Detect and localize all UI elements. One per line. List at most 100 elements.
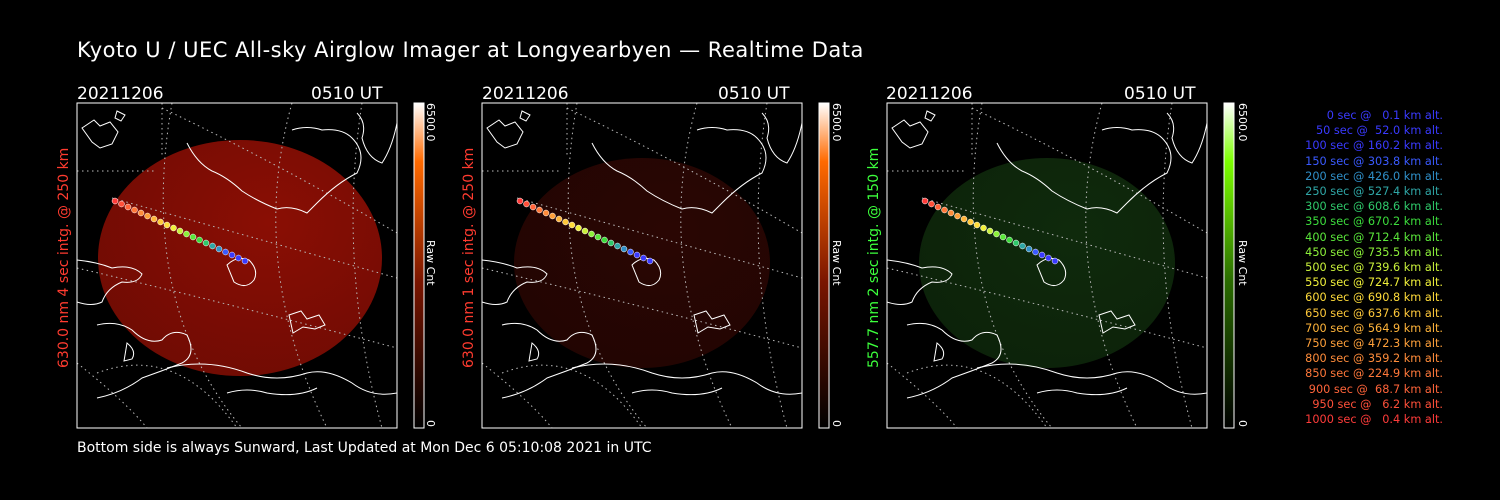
panel3-time: 0510 UT [1124, 84, 1196, 104]
panel1-time: 0510 UT [311, 84, 383, 104]
legend-row: 500 sec @ 739.6 km alt. [1305, 261, 1443, 275]
panel2-date: 20211206 [482, 84, 569, 104]
trajectory-point [209, 242, 216, 250]
panel3-date: 20211206 [886, 84, 973, 104]
trajectory-point [947, 209, 955, 217]
trajectory-point [627, 248, 634, 256]
panel2-time: 0510 UT [718, 84, 790, 104]
legend-row: 400 sec @ 712.4 km alt. [1305, 230, 1443, 244]
panel-2 [481, 102, 830, 429]
legend-row: 900 sec @ 68.7 km alt. [1308, 382, 1443, 396]
trajectory-point [150, 215, 158, 223]
trajectory-point [928, 200, 935, 208]
trajectory-point [588, 230, 595, 238]
trajectory-point [646, 257, 654, 265]
trajectory-point [601, 236, 608, 244]
trajectory-point [1012, 239, 1020, 247]
legend-row: 0 sec @ 0.1 km alt. [1326, 109, 1443, 122]
trajectory-point [633, 251, 641, 259]
trajectory-point [549, 212, 556, 220]
trajectory-point [575, 224, 582, 232]
legend-row: 450 sec @ 735.5 km alt. [1305, 245, 1443, 259]
trajectory-point [222, 248, 229, 256]
trajectory-point [170, 224, 177, 232]
trajectory-point [542, 209, 550, 217]
trajectory-point [163, 221, 171, 229]
trajectory-point [607, 239, 615, 247]
panel-3 [886, 102, 1235, 429]
legend-row: 800 sec @ 359.2 km alt. [1305, 352, 1443, 366]
status-footer: Bottom side is always Sunward, Last Upda… [77, 440, 652, 456]
legend-row: 550 sec @ 724.7 km alt. [1305, 276, 1443, 290]
trajectory-point [228, 251, 236, 259]
trajectory-point [196, 236, 203, 244]
trajectory-point [523, 200, 530, 208]
legend-row: 850 sec @ 224.9 km alt. [1305, 367, 1443, 381]
legend-row: 950 sec @ 6.2 km alt. [1312, 397, 1443, 411]
legend-row: 100 sec @ 160.2 km alt. [1305, 139, 1443, 153]
trajectory-point [118, 200, 125, 208]
trajectory-point [941, 206, 948, 214]
trajectory-point [1019, 242, 1026, 250]
trajectory-point [111, 197, 119, 205]
legend-row: 750 sec @ 472.3 km alt. [1305, 337, 1443, 351]
trajectory-point [620, 245, 628, 253]
trajectory-point [967, 218, 974, 226]
trajectory-point [144, 212, 151, 220]
trajectory-point [581, 227, 589, 235]
trajectory-point [529, 203, 537, 211]
trajectory-point [562, 218, 569, 226]
trajectory-point [986, 227, 994, 235]
legend-row: 200 sec @ 426.0 km alt. [1305, 169, 1443, 183]
trajectory-point [954, 212, 961, 220]
trajectory-point [1051, 257, 1059, 265]
trajectory-point [157, 218, 164, 226]
trajectory-point [131, 206, 138, 214]
allsky-image [919, 158, 1175, 368]
legend-row: 150 sec @ 303.8 km alt. [1305, 154, 1443, 168]
trajectory-point [555, 215, 563, 223]
trajectory-point [614, 242, 621, 250]
legend-row: 350 sec @ 670.2 km alt. [1305, 215, 1443, 229]
trajectory-point [536, 206, 543, 214]
panel-frame [481, 102, 803, 429]
trajectory-point [999, 233, 1007, 241]
trajectory-point [183, 230, 190, 238]
trajectory-point [189, 233, 197, 241]
trajectory-point [516, 197, 524, 205]
trajectory-point [934, 203, 942, 211]
legend-row: 300 sec @ 608.6 km alt. [1305, 200, 1443, 214]
trajectory-point [202, 239, 210, 247]
trajectory-point [1006, 236, 1013, 244]
trajectory-point [235, 254, 242, 262]
legend-row: 600 sec @ 690.8 km alt. [1305, 291, 1443, 305]
trajectory-point [124, 203, 132, 211]
colorbar [1223, 102, 1235, 429]
colorbar [413, 102, 425, 429]
trajectory-point [176, 227, 184, 235]
trajectory-point [137, 209, 145, 217]
trajectory-point [973, 221, 981, 229]
trajectory-point [594, 233, 602, 241]
legend-row: 1000 sec @ 0.4 km alt. [1305, 413, 1443, 427]
trajectory-point [921, 197, 929, 205]
panel-frame [76, 102, 398, 429]
allsky-image [514, 158, 770, 368]
trajectory-point [980, 224, 987, 232]
trajectory-point [993, 230, 1000, 238]
trajectory-point [960, 215, 968, 223]
legend-row: 650 sec @ 637.6 km alt. [1305, 306, 1443, 320]
trajectory-point [568, 221, 576, 229]
legend-row: 50 sec @ 52.0 km alt. [1315, 124, 1443, 138]
panel1-date: 20211206 [77, 84, 164, 104]
trajectory-point [640, 254, 647, 262]
trajectory-point [1025, 245, 1033, 253]
trajectory-point [1038, 251, 1046, 259]
trajectory-point [1045, 254, 1052, 262]
trajectory-point [1032, 248, 1039, 256]
trajectory-legend: 0 sec @ 0.1 km alt. 50 sec @ 52.0 km alt.… [1250, 108, 1443, 427]
trajectory-point [241, 257, 249, 265]
legend-row: 700 sec @ 564.9 km alt. [1305, 321, 1443, 335]
page-title: Kyoto U / UEC All-sky Airglow Imager at … [77, 38, 864, 62]
